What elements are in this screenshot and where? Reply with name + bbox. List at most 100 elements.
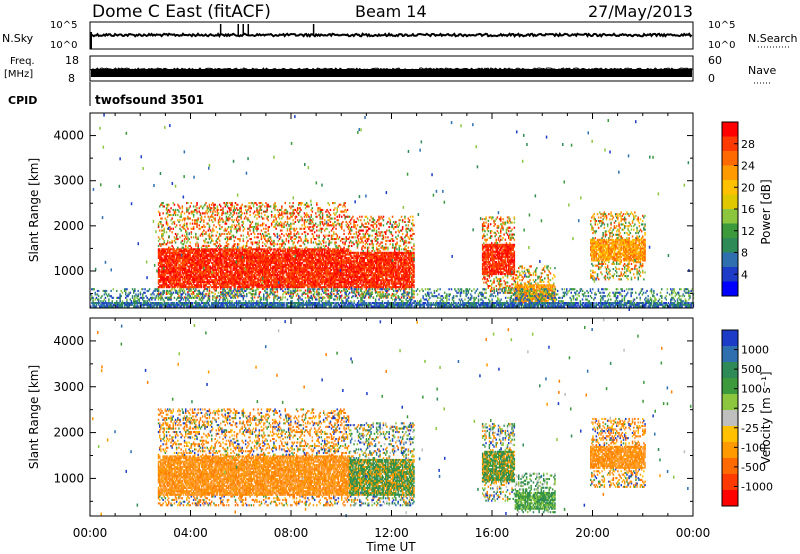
range-time-cell	[256, 207, 258, 209]
range-time-cell	[242, 274, 244, 276]
cpid-label: CPID	[8, 94, 37, 107]
range-time-cell	[249, 205, 251, 207]
range-time-cell	[188, 207, 190, 209]
range-time-cell	[245, 216, 247, 218]
range-time-cell	[261, 216, 263, 218]
range-time-cell	[162, 224, 164, 226]
range-time-cell	[243, 240, 245, 242]
range-time-cell	[257, 228, 259, 230]
range-time-cell	[197, 243, 199, 245]
range-time-cell	[212, 235, 214, 237]
range-time-cell	[209, 245, 211, 247]
range-time-cell	[243, 235, 245, 237]
range-time-cell	[210, 284, 212, 286]
range-time-cell	[259, 216, 261, 218]
range-time-cell	[246, 205, 248, 207]
range-time-cell	[171, 231, 173, 233]
range-time-cell	[182, 205, 184, 207]
range-time-cell	[197, 218, 199, 220]
nsky-trace	[90, 34, 692, 36]
range-time-cell	[236, 228, 238, 230]
range-time-cell	[265, 228, 267, 230]
range-time-cell	[179, 219, 181, 221]
range-time-cell	[209, 204, 211, 206]
range-time-cell	[220, 245, 222, 247]
range-time-cell	[214, 218, 216, 220]
range-time-cell	[169, 211, 171, 213]
range-time-cell	[226, 230, 228, 232]
range-time-cell	[227, 211, 229, 213]
range-time-cell	[227, 205, 229, 207]
range-time-cell	[213, 230, 215, 232]
range-time-cell	[187, 216, 189, 218]
range-time-cell	[257, 223, 259, 225]
range-time-cell	[164, 240, 166, 242]
range-time-cell	[199, 207, 201, 209]
range-time-cell	[239, 226, 241, 228]
range-time-cell	[187, 228, 189, 230]
range-time-cell	[207, 205, 209, 207]
range-time-cell	[219, 224, 221, 226]
range-time-cell	[240, 218, 242, 220]
range-time-cell	[164, 228, 166, 230]
range-time-cell	[227, 202, 229, 204]
range-time-cell	[164, 205, 166, 207]
range-time-cell	[193, 226, 195, 228]
range-time-cell	[188, 212, 190, 214]
range-time-cell	[170, 228, 172, 230]
range-time-cell	[211, 207, 213, 209]
range-time-cell	[230, 207, 232, 209]
range-time-cell	[262, 204, 264, 206]
range-time-cell	[252, 242, 254, 244]
range-time-cell	[264, 214, 266, 216]
range-time-cell	[212, 221, 214, 223]
range-time-cell	[265, 245, 267, 247]
range-time-cell	[204, 226, 206, 228]
range-time-cell	[251, 238, 253, 240]
range-time-cell	[177, 286, 179, 288]
range-time-cell	[190, 218, 192, 220]
range-time-cell	[200, 212, 202, 214]
range-time-cell	[161, 218, 163, 220]
range-time-cell	[175, 209, 177, 211]
range-time-cell	[199, 224, 201, 226]
range-time-cell	[196, 202, 198, 204]
range-time-cell	[246, 293, 248, 295]
range-time-cell	[256, 218, 258, 220]
range-time-cell	[205, 202, 207, 204]
range-time-cell	[239, 230, 241, 232]
range-time-cell	[231, 202, 233, 204]
range-time-cell	[159, 230, 161, 232]
range-time-cell	[238, 243, 240, 245]
cpid-value: twofsound 3501	[95, 93, 204, 107]
range-time-cell	[239, 238, 241, 240]
range-time-cell	[177, 233, 179, 235]
range-time-cell	[162, 202, 164, 204]
range-time-cell	[178, 205, 180, 207]
range-time-cell	[229, 218, 231, 220]
range-time-cell	[260, 291, 262, 293]
range-time-cell	[184, 240, 186, 242]
range-time-cell	[166, 219, 168, 221]
range-time-cell	[262, 242, 264, 244]
range-time-cell	[164, 286, 166, 288]
range-time-cell	[179, 236, 181, 238]
range-time-cell	[214, 214, 216, 216]
range-time-cell	[265, 231, 267, 233]
range-time-cell	[220, 205, 222, 207]
range-time-cell	[218, 209, 220, 211]
range-time-cell	[178, 211, 180, 213]
range-time-cell	[237, 230, 239, 232]
range-time-cell	[263, 218, 265, 220]
range-time-cell	[209, 224, 211, 226]
range-time-cell	[222, 219, 224, 221]
range-time-cell	[225, 228, 227, 230]
range-time-cell	[159, 238, 161, 240]
range-time-cell	[214, 211, 216, 213]
range-time-cell	[256, 230, 258, 232]
range-time-cell	[182, 207, 184, 209]
range-time-cell	[238, 223, 240, 225]
range-time-cell	[177, 238, 179, 240]
range-time-cell	[212, 228, 214, 230]
range-time-cell	[196, 211, 198, 213]
